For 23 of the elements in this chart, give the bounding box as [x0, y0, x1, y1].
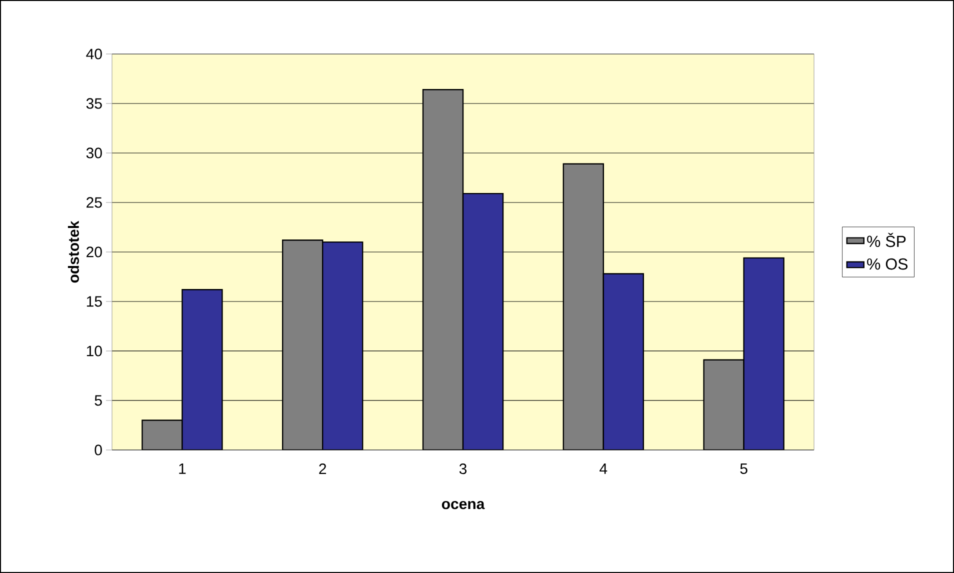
y-tick-label: 10	[86, 346, 102, 356]
y-axis-title: odstotek	[68, 220, 79, 283]
x-tick-label: 4	[600, 464, 608, 474]
y-tick-label: 20	[86, 246, 102, 258]
y-tick-label: 25	[86, 197, 102, 208]
y-tick-label: 0	[94, 444, 102, 456]
bar	[743, 257, 784, 450]
bar	[602, 273, 644, 450]
legend-label: % OS	[867, 258, 908, 270]
x-axis-title: ocena	[442, 500, 485, 510]
x-tick-label: 5	[740, 464, 748, 474]
y-tick-label: 30	[86, 148, 102, 158]
y-tick-label: 40	[86, 48, 102, 60]
bar	[322, 241, 364, 450]
y-tick-label: 35	[86, 98, 102, 109]
bar	[182, 289, 223, 450]
bar	[462, 192, 504, 450]
legend-label: % ŠP	[867, 232, 906, 248]
x-tick-label: 3	[459, 464, 467, 474]
y-tick-label: 5	[94, 395, 102, 406]
x-tick-label: 2	[319, 464, 326, 474]
y-tick-label: 15	[86, 296, 102, 307]
x-tick-label: 1	[179, 464, 186, 474]
